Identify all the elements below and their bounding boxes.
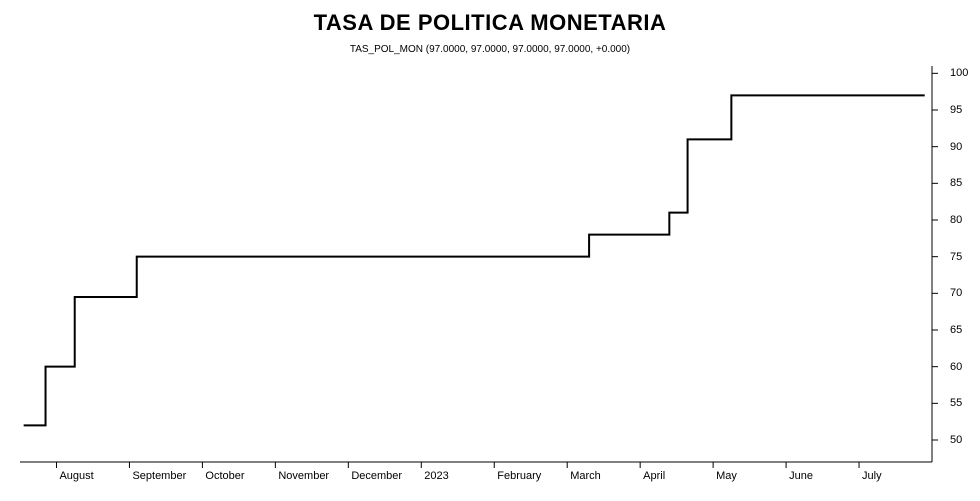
- x-tick-label: June: [789, 470, 813, 482]
- series-line: [24, 95, 925, 425]
- y-tick-label: 75: [950, 251, 962, 263]
- x-tick-label: November: [278, 470, 329, 482]
- x-tick-label: May: [716, 470, 737, 482]
- y-tick-label: 55: [950, 397, 962, 409]
- chart-plot-svg: [20, 66, 952, 482]
- x-tick-label: September: [132, 470, 186, 482]
- x-tick-label: October: [205, 470, 244, 482]
- y-tick-label: 100: [950, 67, 968, 79]
- x-tick-label: July: [862, 470, 882, 482]
- x-tick-label: August: [59, 470, 93, 482]
- x-tick-label: 2023: [424, 470, 448, 482]
- y-tick-label: 60: [950, 361, 962, 373]
- y-tick-label: 70: [950, 287, 962, 299]
- y-tick-label: 90: [950, 141, 962, 153]
- x-tick-label: March: [570, 470, 601, 482]
- x-tick-label: December: [351, 470, 402, 482]
- x-tick-label: April: [643, 470, 665, 482]
- y-tick-label: 95: [950, 104, 962, 116]
- x-tick-label: February: [497, 470, 541, 482]
- y-tick-label: 80: [950, 214, 962, 226]
- y-tick-label: 50: [950, 434, 962, 446]
- chart-container: TASA DE POLITICA MONETARIA TAS_POL_MON (…: [0, 0, 980, 501]
- y-tick-label: 85: [950, 177, 962, 189]
- chart-subtitle: TAS_POL_MON (97.0000, 97.0000, 97.0000, …: [0, 44, 980, 55]
- y-tick-label: 65: [950, 324, 962, 336]
- chart-title: TASA DE POLITICA MONETARIA: [0, 10, 980, 36]
